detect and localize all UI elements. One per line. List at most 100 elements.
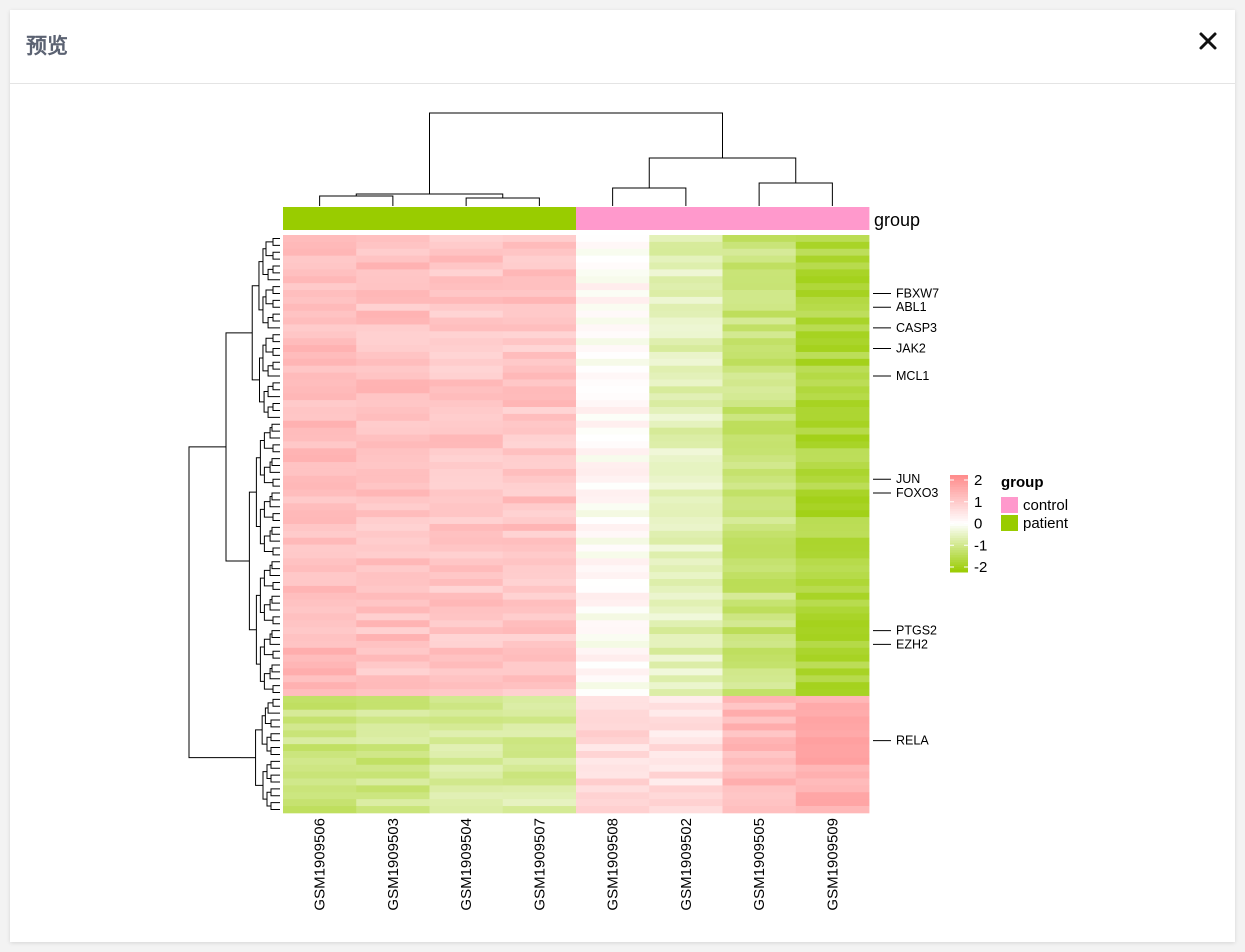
heatmap-cell [429, 585, 504, 594]
heatmap-cell [283, 427, 357, 435]
scale-tick-label: 0 [974, 516, 982, 533]
heatmap-cell [283, 324, 357, 332]
dendrogram-branch [272, 361, 280, 370]
heatmap-cell [649, 338, 723, 346]
heatmap-cell [795, 331, 870, 339]
heatmap-cell [502, 510, 577, 518]
annotation-cell-patient [283, 207, 357, 230]
heatmap-cell [356, 689, 430, 697]
dendrogram-branch [270, 774, 280, 783]
heatmap-cell [429, 358, 504, 367]
heatmap-cell [649, 296, 723, 305]
heatmap-cell [649, 441, 723, 449]
heatmap-cell [429, 517, 504, 525]
dendrogram-branch [255, 729, 263, 786]
heatmap-cell [795, 654, 870, 662]
heatmap-cell [722, 303, 797, 312]
heatmap-cell [576, 413, 650, 422]
heatmap-cell [283, 510, 357, 518]
heatmap-cell [502, 675, 577, 683]
heatmap-cell [576, 441, 650, 449]
sample-label: GSM1909505 [751, 818, 768, 911]
heatmap-cell [722, 661, 797, 669]
heatmap-cell [649, 751, 723, 759]
heatmap-cell [502, 345, 577, 353]
heatmap-cell [283, 702, 357, 711]
heatmap-cell [283, 565, 357, 573]
heatmap-cell [502, 771, 577, 779]
heatmap-cell [795, 709, 870, 717]
dendrogram-branch [267, 406, 280, 418]
heatmap-cell [795, 695, 870, 704]
heatmap-cell [429, 702, 504, 711]
annotation-cell-control [722, 207, 797, 230]
heatmap-cell [283, 709, 357, 717]
scale-swatch [950, 542, 968, 546]
heatmap-cell [649, 290, 723, 298]
scale-swatch [950, 482, 968, 486]
scale-swatch [950, 487, 968, 491]
heatmap-cell [649, 806, 723, 814]
scale-swatch [950, 533, 968, 537]
heatmap-cell [722, 503, 797, 511]
heatmap-cell [429, 689, 504, 697]
heatmap-cell [649, 351, 723, 360]
heatmap-cell [502, 792, 577, 800]
heatmap-cell [649, 785, 723, 793]
heatmap-cell [576, 757, 650, 766]
heatmap-cell [722, 248, 797, 257]
heatmap-cell [795, 269, 870, 277]
heatmap-cell [283, 468, 357, 477]
heatmap-cell [576, 751, 650, 759]
heatmap-cell [356, 544, 430, 552]
scale-swatch [950, 564, 968, 568]
scale-tick-label: -2 [974, 559, 987, 576]
heatmap-cell [795, 613, 870, 621]
heatmap-cell [795, 565, 870, 573]
heatmap-cell [502, 565, 577, 573]
sample-label: GSM1909507 [531, 818, 548, 911]
heatmap-cell [429, 372, 504, 380]
heatmap-cell [795, 517, 870, 525]
heatmap-cell [649, 324, 723, 332]
heatmap-cell [283, 661, 357, 669]
dendrogram-branch [272, 251, 280, 260]
gene-label: RELA [896, 734, 929, 748]
heatmap-cell [429, 303, 504, 312]
close-icon[interactable] [1195, 28, 1221, 54]
heatmap-cell [795, 475, 870, 484]
annotation-label: group [874, 210, 920, 230]
heatmap-cell [576, 668, 650, 676]
row-dendrogram [188, 237, 280, 810]
sample-label: GSM1909508 [605, 818, 622, 911]
heatmap-cell [356, 764, 430, 773]
heatmap-cell [576, 613, 650, 621]
heatmap-cell [576, 372, 650, 380]
heatmap-cell [795, 572, 870, 580]
heatmap-cell [283, 365, 357, 373]
heatmap-cell [722, 462, 797, 470]
dendrogram-branch [271, 458, 280, 466]
dendrogram-branch [188, 446, 241, 759]
heatmap-cell [795, 675, 870, 683]
heatmap-cell [576, 489, 650, 497]
heatmap-cell [356, 661, 430, 669]
heatmap-cell [502, 248, 577, 257]
heatmap-cell [649, 592, 723, 601]
heatmap-cell [502, 702, 577, 711]
heatmap-cell [283, 269, 357, 277]
heatmap-cell [795, 668, 870, 676]
gene-label: FOXO3 [896, 486, 938, 500]
heatmap-cell [356, 345, 430, 353]
heatmap-cell [429, 427, 504, 435]
dendrogram-branch [271, 423, 280, 432]
heatmap-cell [429, 792, 504, 800]
dendrogram-branch [262, 771, 267, 800]
heatmap-cell [356, 462, 430, 470]
heatmap-cell [576, 434, 650, 442]
heatmap-cell [722, 757, 797, 766]
heatmap-cell [502, 434, 577, 442]
heatmap-cell [722, 799, 797, 807]
heatmap-cell [722, 709, 797, 717]
heatmap-cell [283, 572, 357, 580]
